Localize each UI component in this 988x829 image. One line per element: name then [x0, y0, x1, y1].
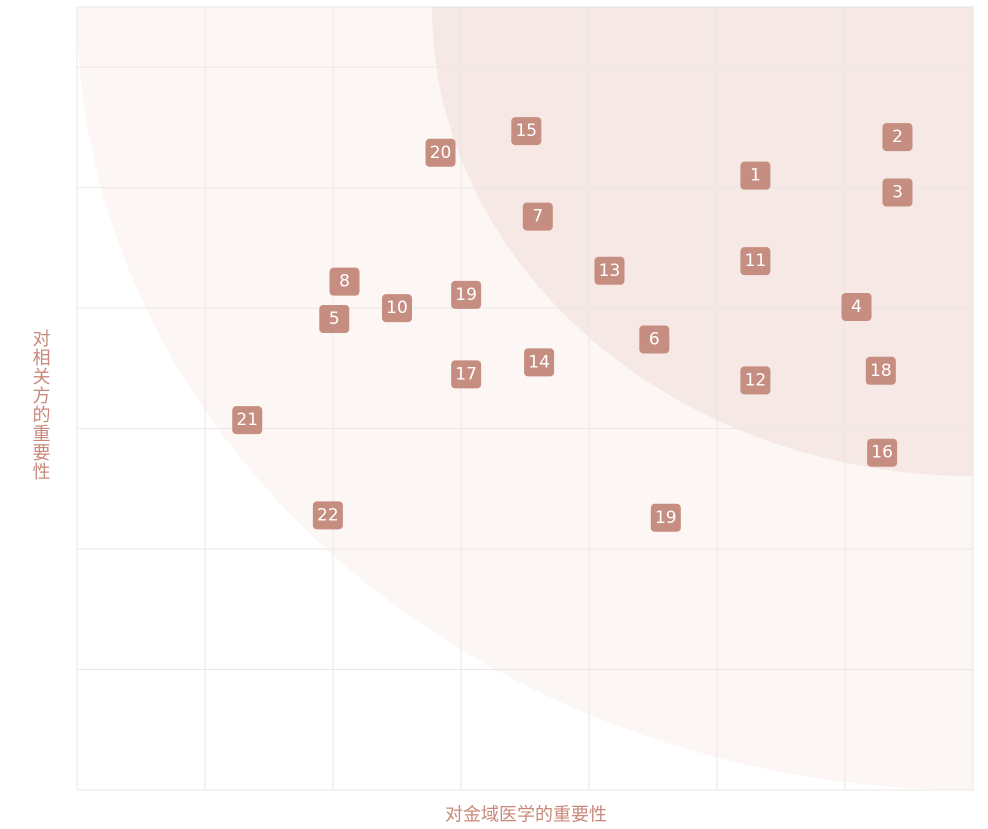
point [865, 356, 896, 385]
x-axis-label: 对金域医学的重要性 [445, 805, 607, 826]
point-label: 15 [515, 121, 537, 141]
point-label: 22 [317, 505, 339, 525]
point [329, 267, 360, 296]
point [740, 161, 771, 190]
point-label: 7 [532, 207, 543, 227]
point-label: 6 [649, 329, 660, 349]
point-label: 17 [455, 364, 477, 384]
point [524, 348, 555, 377]
point [740, 366, 771, 395]
point [451, 280, 482, 309]
point [882, 178, 913, 207]
points: 2 3 1 15 20 7 13 11 8 19 10 5 4 6 14 17 12 18 21 16 22 19 [232, 117, 913, 532]
point [312, 501, 343, 530]
point-label: 18 [870, 361, 892, 381]
point [882, 123, 913, 152]
point [522, 202, 553, 231]
grid [76, 6, 974, 791]
point-label: 20 [430, 143, 452, 163]
point-label: 2 [892, 127, 903, 147]
point [740, 247, 771, 276]
point-label: 21 [236, 410, 258, 430]
point [841, 292, 872, 321]
y-axis-label: 对相关方的重要性 [30, 329, 51, 481]
point-label: 8 [339, 272, 350, 292]
point [425, 138, 456, 167]
point-label: 5 [329, 309, 340, 329]
inner-zone [432, 7, 973, 476]
zones [77, 7, 973, 790]
point-label: 3 [892, 183, 903, 203]
point [867, 438, 898, 467]
point [594, 256, 625, 285]
point-label: 4 [851, 297, 862, 317]
point [382, 294, 412, 323]
point-label: 19 [455, 285, 477, 305]
point-label: 16 [871, 443, 893, 463]
point-label: 1 [750, 166, 761, 186]
point-label: 10 [386, 298, 408, 318]
point [232, 406, 263, 435]
point-label: 14 [528, 352, 550, 372]
point [639, 325, 670, 354]
point [451, 360, 482, 389]
point-label: 13 [599, 261, 621, 281]
point [650, 503, 681, 532]
point [319, 304, 350, 333]
point [511, 117, 542, 146]
point-label: 11 [745, 251, 767, 271]
point-label: 12 [745, 370, 767, 390]
point-label: 19 [655, 508, 677, 528]
